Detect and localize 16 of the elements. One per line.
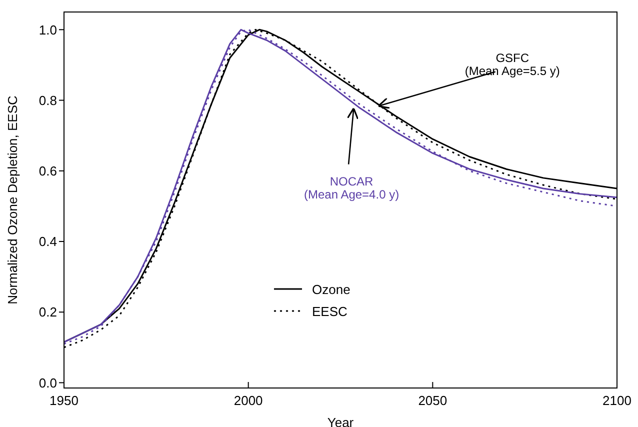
x-tick-label: 2000 <box>234 393 263 408</box>
legend-label: EESC <box>312 304 348 318</box>
annotation: GSFC (Mean Age=5.5 y) <box>464 50 560 78</box>
y-tick-label: 0.2 <box>38 304 57 320</box>
y-tick-label: 0.4 <box>38 234 57 250</box>
x-tick-label: 1950 <box>50 393 78 408</box>
annotation: NOCAR (Mean Age=4.0 y) <box>304 174 400 202</box>
y-tick-label: 0.0 <box>38 375 57 390</box>
y-tick-label: 0.8 <box>38 92 57 108</box>
x-axis-title: Year <box>327 415 354 427</box>
y-tick-label: 0.6 <box>38 163 57 178</box>
x-tick-label: 2100 <box>602 393 632 408</box>
y-tick-label: 1.0 <box>38 22 57 38</box>
y-axis-title: Normalized Ozone Depletion, EESC <box>5 96 20 304</box>
x-tick-label: 2050 <box>418 393 448 408</box>
legend-label: Ozone <box>312 282 350 296</box>
